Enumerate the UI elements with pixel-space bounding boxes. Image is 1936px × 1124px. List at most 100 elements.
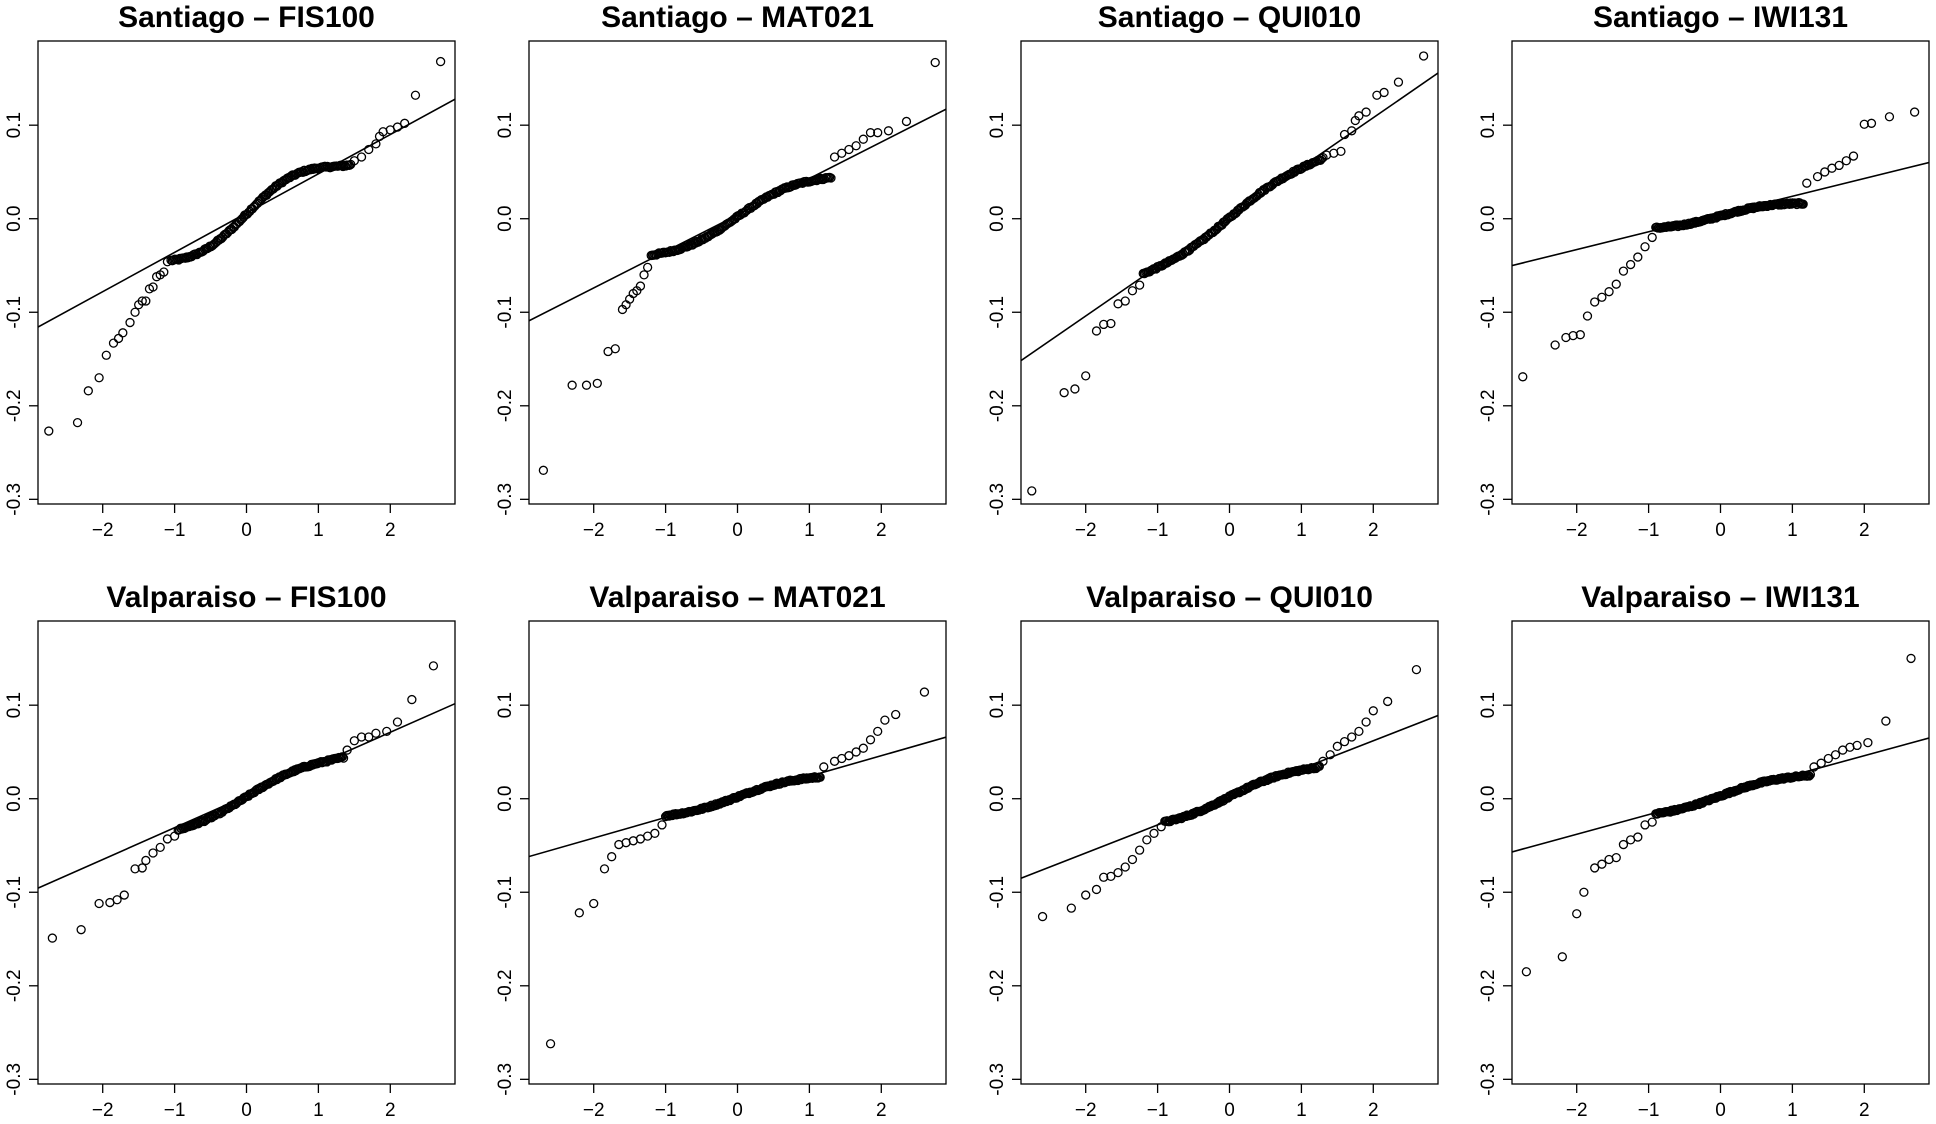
sample-point xyxy=(1633,832,1643,842)
sample-point xyxy=(349,736,359,746)
y-tick-label: -0.1 xyxy=(1478,296,1499,329)
y-tick-label: -0.2 xyxy=(495,969,516,1002)
sample-point xyxy=(1804,771,1814,781)
sample-point xyxy=(819,762,829,772)
y-tick-label: 0.0 xyxy=(987,206,1008,232)
sample-point xyxy=(392,122,403,132)
sample-point xyxy=(1611,852,1621,863)
sample-point xyxy=(1099,319,1109,330)
sample-point xyxy=(1106,871,1116,882)
y-tick-label: -0.1 xyxy=(495,876,516,909)
sample-point xyxy=(1354,111,1364,121)
sample-point xyxy=(919,687,930,697)
sample-point xyxy=(1805,769,1816,780)
panel-title: Valparaiso – QUI010 xyxy=(1086,581,1373,614)
sample-point xyxy=(1909,107,1920,117)
sample-point xyxy=(883,126,894,136)
x-tick-label: −1 xyxy=(1147,1100,1169,1121)
sample-point xyxy=(1332,741,1342,751)
sample-point xyxy=(137,296,147,306)
sample-point xyxy=(829,152,840,162)
sample-point xyxy=(1866,118,1877,128)
x-tick-label: 0 xyxy=(1715,1100,1726,1121)
y-tick-label: 0.1 xyxy=(1478,112,1499,138)
sample-point xyxy=(873,128,883,138)
sample-point xyxy=(1315,155,1326,166)
panel-2: Santiago – MAT021 −2 −1 0 1 2 0.1 0.0 -0.1 -0.2 -0… xyxy=(495,1,947,541)
sample-point xyxy=(392,717,403,727)
sample-point xyxy=(148,848,158,858)
sample-point xyxy=(1575,330,1585,340)
sample-point xyxy=(1798,199,1808,209)
sample-point xyxy=(113,333,124,344)
sample-point xyxy=(650,828,660,838)
y-tick-label: -0.3 xyxy=(987,1063,1008,1096)
sample-point xyxy=(349,156,359,166)
sample-point xyxy=(137,863,147,873)
sample-point xyxy=(337,752,348,762)
sample-point xyxy=(1081,890,1091,900)
y-tick-label: -0.3 xyxy=(1478,1063,1499,1096)
y-tick-label: 0.0 xyxy=(4,206,25,232)
x-tick-label: 2 xyxy=(1859,520,1870,541)
sample-point xyxy=(1339,129,1350,140)
sample-point xyxy=(1611,279,1621,289)
sample-point xyxy=(567,380,577,390)
sample-point xyxy=(844,751,854,761)
y-tick-label: 0.1 xyxy=(4,112,25,138)
sample-point xyxy=(657,820,667,830)
x-tick-label: 2 xyxy=(385,1100,396,1121)
y-tick-label: -0.3 xyxy=(4,1063,25,1096)
plot-frame xyxy=(37,40,456,505)
sample-point xyxy=(635,281,646,291)
panel-title: Valparaiso – MAT021 xyxy=(589,581,885,614)
sample-point xyxy=(592,378,602,388)
sample-point xyxy=(410,90,421,100)
sample-point xyxy=(1383,696,1393,707)
sample-point xyxy=(1368,706,1378,716)
y-tick-label: -0.2 xyxy=(495,389,516,422)
sample-point xyxy=(1120,296,1130,306)
panel-title: Valparaiso – IWI131 xyxy=(1581,581,1859,614)
sample-point xyxy=(1550,340,1560,350)
sample-point xyxy=(1113,867,1123,878)
sample-point xyxy=(1809,762,1819,772)
y-tick-label: -0.3 xyxy=(495,1063,516,1096)
y-tick-label: 0.0 xyxy=(1478,206,1499,232)
x-tick-label: 2 xyxy=(1859,1100,1870,1121)
sample-point xyxy=(826,173,836,183)
sample-point xyxy=(1823,753,1833,764)
sample-point xyxy=(435,56,446,67)
panel-title: Santiago – QUI010 xyxy=(1098,1,1361,34)
x-tick-label: 0 xyxy=(732,520,743,541)
y-tick-label: -0.1 xyxy=(987,296,1008,329)
sample-point xyxy=(159,267,169,277)
x-tick-label: 2 xyxy=(876,520,887,541)
x-tick-label: 1 xyxy=(1787,520,1798,541)
sample-point xyxy=(1582,311,1593,321)
sample-point xyxy=(101,350,111,360)
sample-point xyxy=(338,753,349,763)
sample-point xyxy=(1618,839,1629,850)
sample-point xyxy=(858,743,868,753)
sample-point xyxy=(1339,737,1350,747)
sample-point xyxy=(407,694,417,705)
y-tick-label: -0.3 xyxy=(1478,483,1499,516)
sample-point xyxy=(364,732,374,742)
sample-point xyxy=(130,307,140,317)
sample-point xyxy=(1834,160,1844,171)
sample-point xyxy=(1812,171,1823,182)
panel-8: Valparaiso – IWI131 −2 −1 0 1 2 0.1 0.0 -0.1 -0.2… xyxy=(1478,581,1930,1121)
sample-point xyxy=(1347,126,1357,136)
sample-point xyxy=(1070,384,1080,394)
sample-point xyxy=(880,715,890,725)
sample-point xyxy=(125,317,135,328)
sample-point xyxy=(815,772,825,782)
sample-point xyxy=(1027,486,1037,496)
plot-frame xyxy=(1020,40,1439,505)
x-tick-label: −2 xyxy=(1075,520,1097,541)
x-tick-label: 1 xyxy=(804,520,815,541)
sample-point xyxy=(1848,151,1859,161)
panel-7: Valparaiso – QUI010 −2 −1 0 1 2 0.1 0.0 -0.1 -0.2… xyxy=(987,581,1439,1121)
